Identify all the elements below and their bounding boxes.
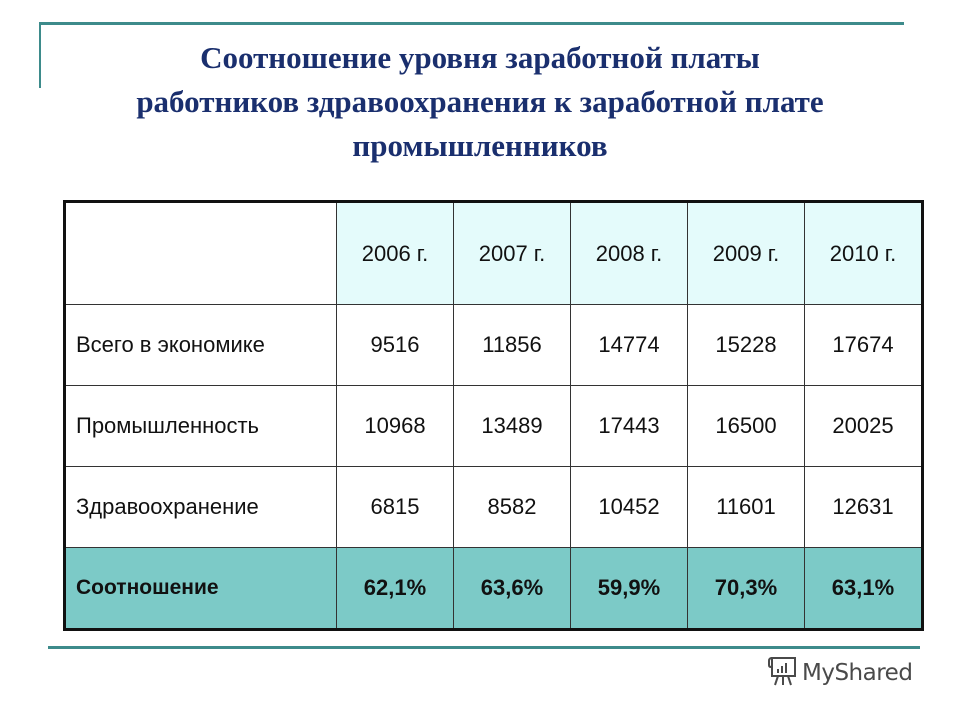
row-label: Всего в экономике — [64, 304, 337, 386]
header-year-2008: 2008 г. — [570, 201, 688, 305]
cell: 16500 — [687, 385, 805, 467]
header-year-2010: 2010 г. — [804, 201, 923, 305]
cell: 14774 — [570, 304, 688, 386]
row-label: Здравоохранение — [64, 466, 337, 548]
cell: 17443 — [570, 385, 688, 467]
cell: 12631 — [804, 466, 923, 548]
cell: 17674 — [804, 304, 923, 386]
presentation-board-icon — [768, 655, 798, 692]
title-line-1: Соотношение уровня заработной платы — [200, 40, 760, 75]
table-row-economy: Всего в экономике 9516 11856 14774 15228… — [64, 304, 923, 386]
ratio-cell: 62,1% — [336, 547, 454, 630]
table-row-industry: Промышленность 10968 13489 17443 16500 2… — [64, 385, 923, 467]
title-line-3: промышленников — [352, 128, 608, 163]
ratio-cell: 63,1% — [804, 547, 923, 630]
row-label: Промышленность — [64, 385, 337, 467]
table-row-ratio: Соотношение 62,1% 63,6% 59,9% 70,3% 63,1… — [64, 547, 923, 630]
table-header-row: 2006 г. 2007 г. 2008 г. 2009 г. 2010 г. — [64, 201, 923, 305]
watermark-text: MyShared — [802, 660, 913, 686]
cell: 9516 — [336, 304, 454, 386]
cell: 15228 — [687, 304, 805, 386]
ratio-cell: 70,3% — [687, 547, 805, 630]
cell: 10452 — [570, 466, 688, 548]
bottom-rule — [48, 646, 920, 649]
header-year-2007: 2007 г. — [453, 201, 571, 305]
header-year-2009: 2009 г. — [687, 201, 805, 305]
left-rule — [39, 22, 41, 88]
table-row-healthcare: Здравоохранение 6815 8582 10452 11601 12… — [64, 466, 923, 548]
ratio-cell: 59,9% — [570, 547, 688, 630]
header-year-2006: 2006 г. — [336, 201, 454, 305]
myshared-watermark: MyShared — [768, 655, 913, 692]
cell: 6815 — [336, 466, 454, 548]
top-rule — [39, 22, 904, 25]
cell: 10968 — [336, 385, 454, 467]
cell: 20025 — [804, 385, 923, 467]
row-label: Соотношение — [64, 547, 337, 630]
cell: 8582 — [453, 466, 571, 548]
slide-title: Соотношение уровня заработной платы рабо… — [40, 36, 920, 168]
cell: 11601 — [687, 466, 805, 548]
cell: 11856 — [453, 304, 571, 386]
ratio-cell: 63,6% — [453, 547, 571, 630]
salary-table: 2006 г. 2007 г. 2008 г. 2009 г. 2010 г. … — [63, 200, 924, 631]
cell: 13489 — [453, 385, 571, 467]
title-line-2: работников здравоохранения к заработной … — [136, 84, 824, 119]
header-corner-cell — [64, 201, 337, 305]
